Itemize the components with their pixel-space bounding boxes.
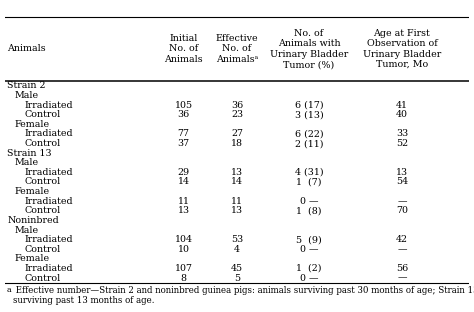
Text: —: — — [397, 245, 407, 254]
Text: Control: Control — [24, 206, 61, 215]
Text: 18: 18 — [231, 139, 243, 148]
Text: Effective
No. of
Animalsᵃ: Effective No. of Animalsᵃ — [216, 34, 258, 64]
Text: Irradiated: Irradiated — [24, 168, 73, 177]
Text: No. of
Animals with
Urinary Bladder
Tumor (%): No. of Animals with Urinary Bladder Tumo… — [270, 29, 348, 69]
Text: 6 (17): 6 (17) — [295, 100, 323, 110]
Text: Control: Control — [24, 178, 61, 187]
Text: 14: 14 — [231, 178, 243, 187]
Text: 29: 29 — [178, 168, 190, 177]
Text: Male: Male — [15, 226, 39, 235]
Text: Irradiated: Irradiated — [24, 129, 73, 139]
Text: 42: 42 — [396, 235, 408, 244]
Text: 4: 4 — [234, 245, 240, 254]
Text: 4 (31): 4 (31) — [295, 168, 323, 177]
Text: 77: 77 — [178, 129, 190, 139]
Text: 36: 36 — [231, 100, 243, 110]
Text: 23: 23 — [231, 110, 243, 119]
Text: 36: 36 — [177, 110, 190, 119]
Text: Control: Control — [24, 274, 61, 283]
Text: 40: 40 — [396, 110, 408, 119]
Text: 13: 13 — [396, 168, 408, 177]
Text: Irradiated: Irradiated — [24, 235, 73, 244]
Text: 56: 56 — [396, 264, 408, 273]
Text: a: a — [7, 286, 12, 294]
Text: Female: Female — [15, 254, 50, 263]
Text: 1  (8): 1 (8) — [296, 206, 322, 215]
Text: Control: Control — [24, 110, 61, 119]
Text: 0 —: 0 — — [300, 197, 318, 206]
Text: 14: 14 — [178, 178, 190, 187]
Text: Initial
No. of
Animals: Initial No. of Animals — [164, 34, 203, 64]
Text: 5  (9): 5 (9) — [296, 235, 322, 244]
Text: 11: 11 — [178, 197, 190, 206]
Text: Irradiated: Irradiated — [24, 100, 73, 110]
Text: Female: Female — [15, 120, 50, 129]
Text: 13: 13 — [231, 206, 243, 215]
Text: —: — — [397, 197, 407, 206]
Text: 10: 10 — [178, 245, 190, 254]
Text: 8: 8 — [181, 274, 187, 283]
Text: 45: 45 — [231, 264, 243, 273]
Text: 53: 53 — [231, 235, 243, 244]
Text: —: — — [397, 274, 407, 283]
Text: Irradiated: Irradiated — [24, 197, 73, 206]
Text: 41: 41 — [396, 100, 408, 110]
Text: 5: 5 — [234, 274, 240, 283]
Text: 1  (7): 1 (7) — [296, 178, 322, 187]
Text: 13: 13 — [231, 168, 243, 177]
Text: 37: 37 — [178, 139, 190, 148]
Text: 2 (11): 2 (11) — [295, 139, 323, 148]
Text: 13: 13 — [178, 206, 190, 215]
Text: 0 —: 0 — — [300, 274, 318, 283]
Text: 1  (2): 1 (2) — [296, 264, 322, 273]
Text: Strain 2: Strain 2 — [7, 81, 46, 90]
Text: 70: 70 — [396, 206, 408, 215]
Text: 11: 11 — [231, 197, 243, 206]
Text: Control: Control — [24, 245, 61, 254]
Text: Age at First
Observation of
Urinary Bladder
Tumor, Mo: Age at First Observation of Urinary Blad… — [363, 29, 441, 69]
Text: Animals: Animals — [7, 45, 46, 53]
Text: 107: 107 — [174, 264, 192, 273]
Text: Strain 13: Strain 13 — [7, 149, 52, 158]
Text: Male: Male — [15, 91, 39, 100]
Text: 27: 27 — [231, 129, 243, 139]
Text: 52: 52 — [396, 139, 408, 148]
Text: 33: 33 — [396, 129, 408, 139]
Text: 54: 54 — [396, 178, 408, 187]
Text: Effective number—Strain 2 and noninbred guinea pigs: animals surviving past 30 m: Effective number—Strain 2 and noninbred … — [13, 286, 474, 305]
Text: Control: Control — [24, 139, 61, 148]
Text: 6 (22): 6 (22) — [295, 129, 323, 139]
Text: Noninbred: Noninbred — [7, 216, 59, 225]
Text: Female: Female — [15, 187, 50, 196]
Text: Irradiated: Irradiated — [24, 264, 73, 273]
Text: 3 (13): 3 (13) — [295, 110, 323, 119]
Text: 0 —: 0 — — [300, 245, 318, 254]
Text: 105: 105 — [174, 100, 192, 110]
Text: 104: 104 — [174, 235, 192, 244]
Text: Male: Male — [15, 158, 39, 167]
